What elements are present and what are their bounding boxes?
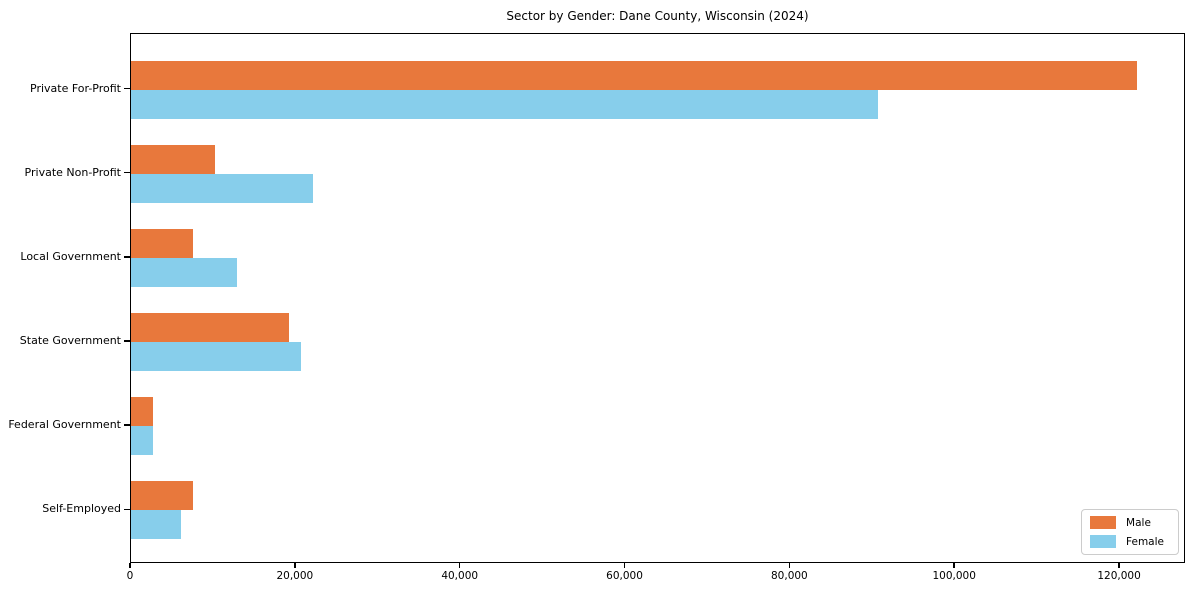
legend-swatch-female [1090,535,1117,548]
y-axis-label-federal-government: Federal Government [8,418,121,432]
bars-layer [131,34,1184,562]
bar-female-local-government [131,257,237,287]
x-tick-mark [458,563,461,568]
legend-entry-female: Female [1090,535,1170,548]
legend-entry-male: Male [1090,516,1170,529]
x-tick-label: 0 [126,570,134,582]
x-tick-label: 60,000 [606,570,643,582]
y-axis-label-self-employed: Self-Employed [42,502,121,516]
x-tick-mark [1118,563,1120,568]
bar-female-private-for-profit [131,89,878,119]
x-tick-label: 40,000 [441,570,479,582]
x-tick-label: 100,000 [932,570,976,582]
x-tick-mark [294,563,296,568]
bar-female-self-employed [131,510,182,540]
x-tick-mark [623,563,626,568]
y-tick-mark [124,256,130,258]
legend: Male Female [1081,509,1179,555]
x-tick-label: 120,000 [1097,570,1141,582]
bar-female-private-non-profit [131,173,314,203]
y-axis-label-state-government: State Government [19,333,121,347]
bar-male-private-non-profit [131,144,216,174]
x-tick-mark [953,563,955,568]
x-tick-label: 20,000 [276,570,314,582]
bar-female-state-government [131,341,301,371]
x-tick-mark [788,563,791,568]
bar-male-local-government [131,228,193,258]
plot-area: Male Female [130,33,1185,563]
bar-female-federal-government [131,426,154,456]
legend-label-female: Female [1126,535,1164,548]
x-tick-mark [129,563,131,568]
bar-male-self-employed [131,481,193,511]
y-axis-label-private-non-profit: Private Non-Profit [24,165,121,179]
y-tick-mark [124,424,130,426]
chart-title: Sector by Gender: Dane County, Wisconsin… [506,9,809,23]
y-tick-mark [124,340,130,342]
y-tick-mark [124,87,130,90]
y-tick-mark [124,171,130,174]
bar-male-private-for-profit [131,60,1137,90]
legend-swatch-male [1090,516,1117,529]
x-tick-label: 80,000 [771,570,808,582]
legend-label-male: Male [1126,516,1151,529]
y-axis-label-local-government: Local Government [20,249,121,263]
bar-male-federal-government [131,397,154,427]
y-axis-label-private-for-profit: Private For-Profit [30,81,121,95]
y-tick-mark [124,508,130,511]
bar-male-state-government [131,312,290,342]
